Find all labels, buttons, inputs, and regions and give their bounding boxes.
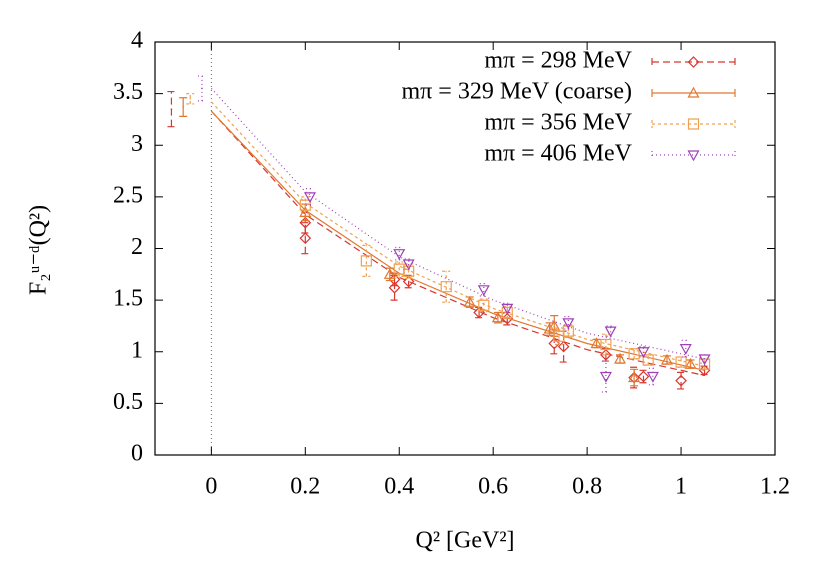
marker [562, 318, 575, 330]
marker [628, 371, 641, 383]
fit-curve [210, 88, 705, 360]
legend-line [651, 120, 736, 128]
legend-line [651, 151, 736, 159]
marker [628, 348, 640, 360]
marker [478, 299, 490, 311]
marker [637, 347, 650, 358]
marker [299, 206, 312, 217]
intercept-point [170, 108, 173, 110]
y-tick-label: 3.5 [113, 79, 143, 105]
error-bar [442, 270, 451, 303]
y-tick-label: 4 [131, 28, 143, 54]
y-tick-label: 2 [131, 234, 143, 260]
marker [604, 326, 617, 338]
x-axis-label: Q² [GeV²] [415, 528, 514, 554]
x-tick-label: 0.4 [384, 474, 414, 500]
y-tick-label: 0 [131, 441, 143, 467]
marker [303, 192, 317, 204]
error-bar [362, 244, 371, 277]
y-tick-label: 2.5 [113, 182, 143, 208]
y-tick-label: 3 [131, 131, 143, 157]
intercept-point [182, 106, 184, 108]
error-bar [301, 222, 310, 255]
error-bar [306, 188, 314, 206]
y-axis-label: F₂ᵘ⁻ᵈ(Q²) [26, 205, 52, 295]
y-tick-label: 0.5 [113, 389, 143, 415]
marker [402, 259, 415, 271]
x-tick-label: 0.2 [290, 474, 320, 500]
legend-label: mπ = 356 MeV [484, 110, 632, 136]
error-bar [186, 93, 195, 105]
marker [599, 371, 612, 383]
marker [687, 118, 700, 130]
marker [402, 275, 415, 288]
marker [383, 268, 396, 279]
legend-line [651, 58, 736, 66]
marker [440, 281, 452, 293]
y-tick-label: 1.5 [113, 286, 143, 312]
x-tick-label: 0.6 [478, 474, 508, 500]
marker [393, 263, 405, 275]
x-tick-label: 0 [205, 474, 217, 500]
marker [562, 325, 574, 337]
x-tick-label: 1.2 [760, 474, 790, 500]
error-bar [390, 274, 399, 301]
marker [660, 353, 673, 365]
marker [553, 330, 565, 342]
marker [557, 340, 570, 353]
marker [543, 322, 556, 334]
marker [698, 358, 711, 370]
y-tick-label: 1 [131, 337, 143, 363]
marker [501, 306, 513, 319]
marker [646, 371, 659, 383]
marker [360, 255, 372, 267]
marker [698, 354, 711, 366]
x-tick-label: 1 [675, 474, 687, 500]
legend-label: mπ = 298 MeV [484, 48, 632, 74]
intercept-point [201, 87, 203, 90]
marker [393, 249, 406, 260]
marker [600, 348, 612, 361]
marker [687, 150, 700, 162]
error-bar [639, 369, 648, 384]
marker [637, 370, 650, 383]
marker [299, 199, 311, 211]
x-tick-label: 0.8 [572, 474, 602, 500]
marker [613, 352, 627, 364]
marker [684, 357, 697, 369]
marker [548, 319, 561, 331]
marker [590, 337, 603, 349]
error-bar [601, 360, 610, 393]
marker [600, 338, 612, 351]
marker [675, 374, 687, 387]
marker [299, 232, 312, 245]
intercept-point [189, 97, 192, 100]
legend-label: mπ = 406 MeV [484, 141, 632, 167]
legend-line [651, 89, 736, 97]
marker [477, 285, 490, 297]
error-bar [648, 367, 657, 386]
marker [501, 303, 514, 315]
fit-curve [210, 110, 705, 377]
legend-label: mπ = 329 MeV (coarse) [402, 79, 632, 105]
error-bar [681, 339, 690, 358]
marker [642, 354, 654, 366]
marker [491, 311, 504, 323]
error-bar [479, 298, 488, 313]
marker [463, 295, 476, 307]
error-bar [404, 274, 413, 289]
marker [687, 56, 700, 68]
marker [679, 344, 692, 355]
marker [687, 86, 700, 98]
error-bar [601, 333, 610, 356]
